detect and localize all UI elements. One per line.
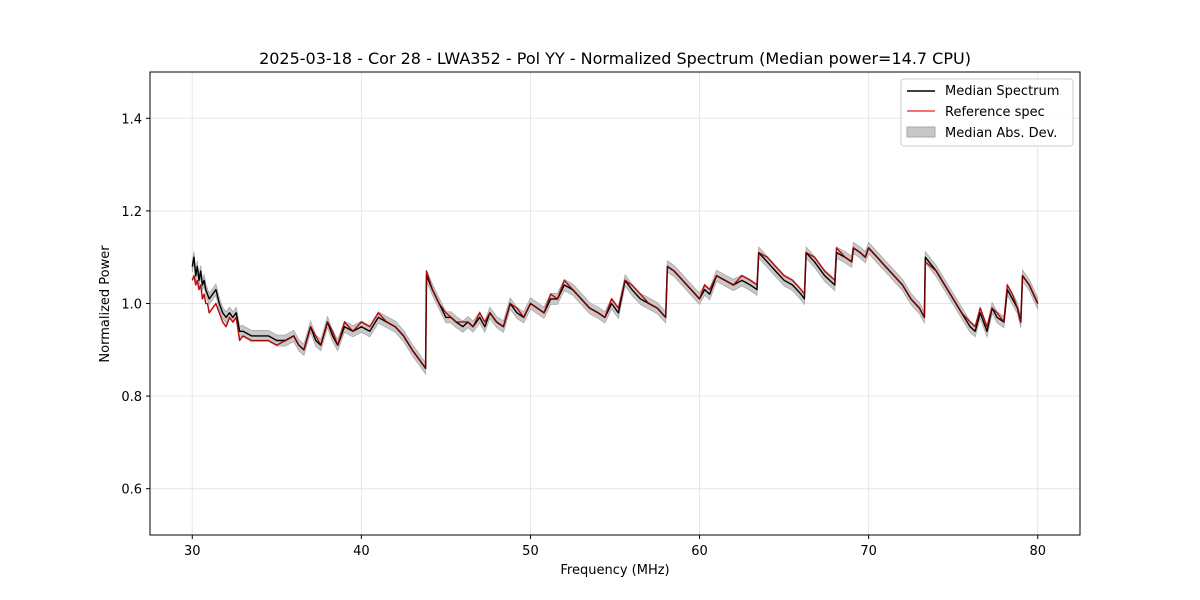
chart-title: 2025-03-18 - Cor 28 - LWA352 - Pol YY - …: [259, 49, 971, 68]
y-tick-label: 0.8: [121, 390, 142, 405]
y-axis-ticks: 0.6 0.8 1.0 1.2 1.4: [121, 112, 150, 498]
legend-mad-label: Median Abs. Dev.: [945, 126, 1057, 141]
y-tick-label: 1.0: [121, 298, 142, 313]
y-tick-label: 1.2: [121, 205, 142, 220]
reference-spectrum-overlay: [191, 247, 1039, 369]
x-tick-label: 50: [522, 544, 539, 559]
x-tick-label: 80: [1029, 544, 1046, 559]
x-axis-label: Frequency (MHz): [560, 563, 669, 578]
y-tick-label: 1.4: [121, 112, 142, 127]
x-axis-ticks: 30 40 50 60 70 80: [184, 535, 1046, 559]
x-tick-label: 40: [353, 544, 370, 559]
x-tick-label: 60: [691, 544, 708, 559]
x-tick-label: 30: [184, 544, 201, 559]
y-axis-label: Normalized Power: [98, 245, 113, 363]
x-tick-label: 70: [860, 544, 877, 559]
legend-median-label: Median Spectrum: [945, 84, 1059, 99]
legend-box: [900, 78, 1074, 147]
y-tick-label: 0.6: [121, 483, 142, 498]
legend-mad-swatch: [906, 126, 936, 138]
legend-reference-label: Reference spec: [945, 105, 1045, 120]
median-series-layer: [191, 247, 1039, 369]
legend: Median Spectrum Reference spec Median Ab…: [900, 78, 1074, 147]
